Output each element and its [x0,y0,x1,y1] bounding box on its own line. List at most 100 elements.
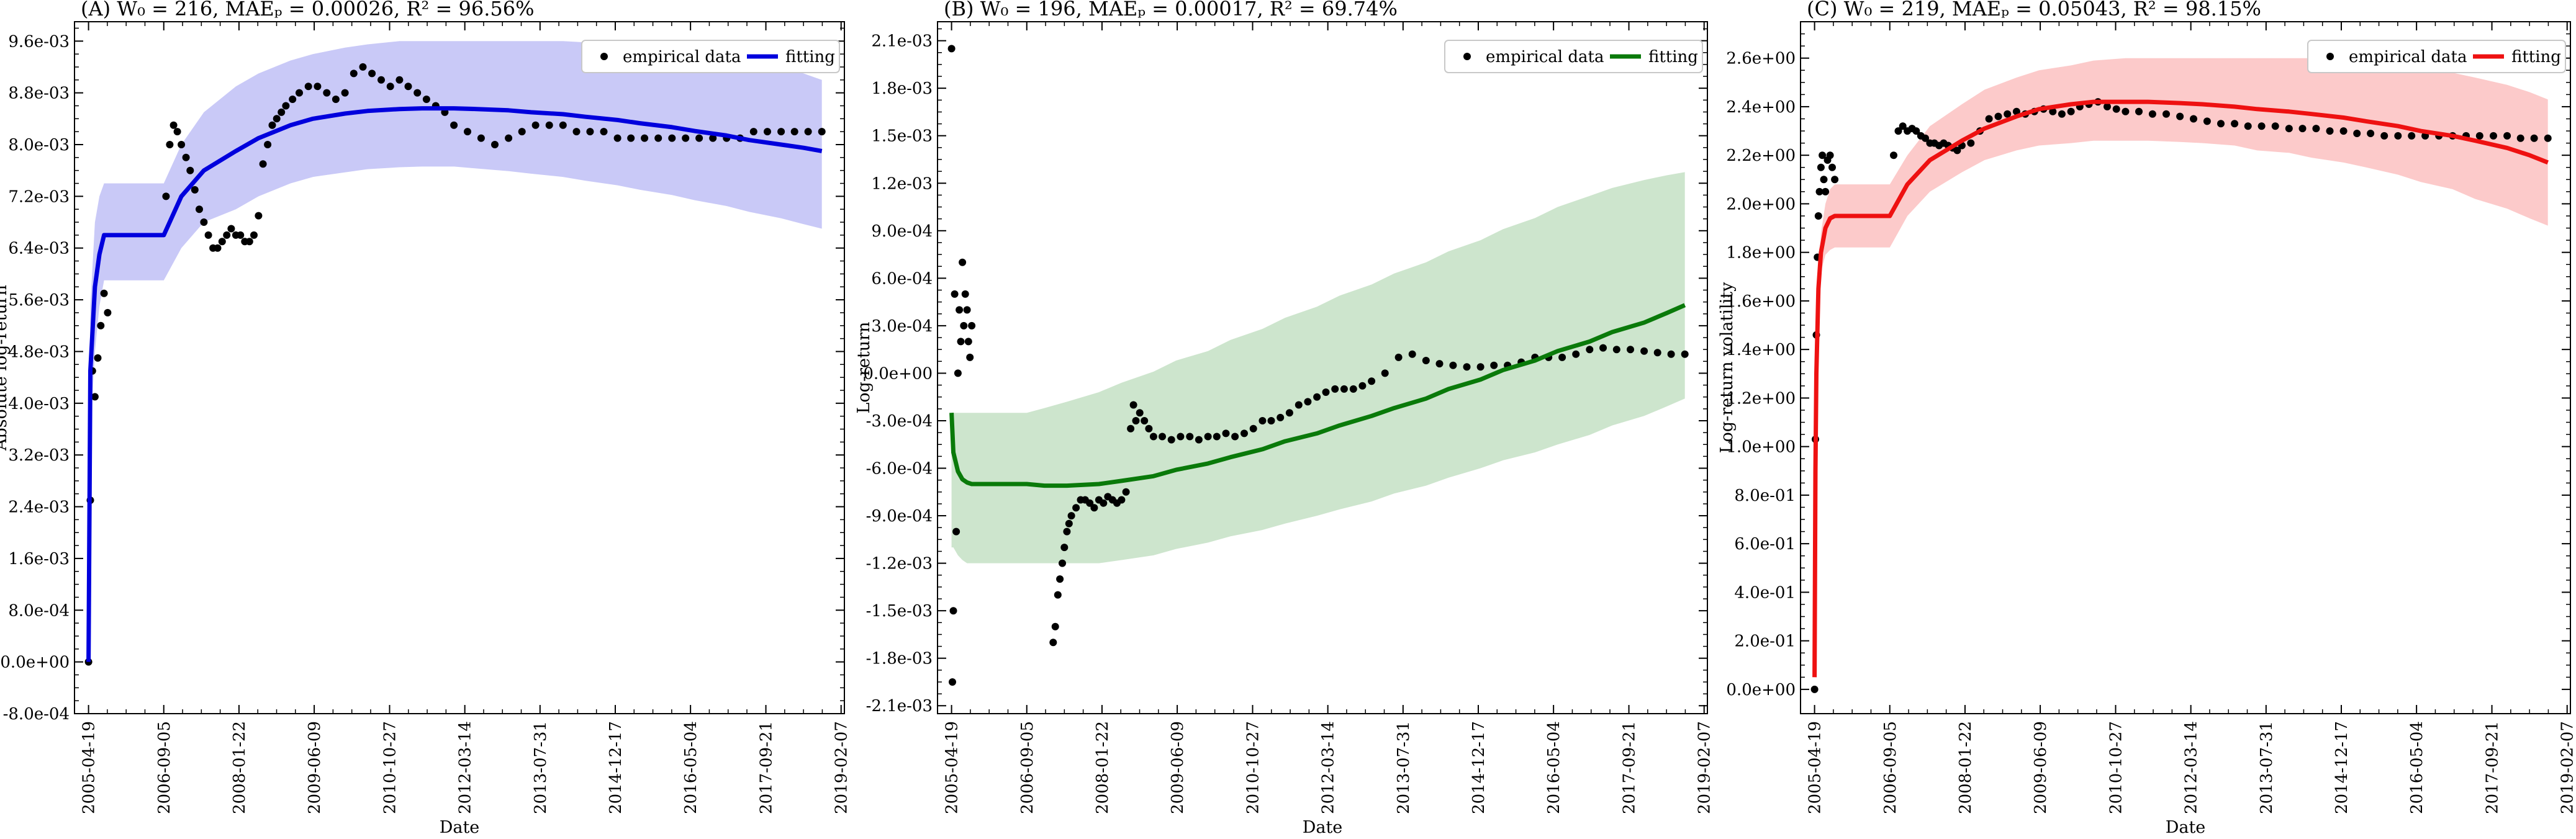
data-point [1241,429,1248,437]
plot-frame [1800,21,2571,714]
fit-line [1812,99,2549,678]
data-point [600,128,608,136]
legend: empirical data fitting [2307,40,2566,73]
y-tick-label: 2.4e+00 [1726,98,1796,117]
data-point [1222,429,1230,437]
y-tick-label: 0.0e+00 [1726,681,1796,699]
legend-marker-empirical [2326,53,2334,60]
data-point [2544,134,2552,142]
y-tick-label: -6.0e-04 [866,460,933,478]
panel-title: (C) W₀ = 219, MAEₚ = 0.05043, R² = 98.15… [1807,0,2261,20]
legend-box [581,40,840,73]
data-point [531,121,540,129]
data-point [949,607,957,615]
y-axis-title: Log-return volatility [1717,282,1737,453]
x-tick-label: 2008-01-22 [1956,721,1975,814]
data-point [1558,353,1566,361]
x-tick-label: 2016-05-04 [1545,721,1563,814]
y-tick-label: 9.6e-03 [8,32,70,51]
x-tick-label: 2005-04-19 [80,721,99,814]
data-point [777,128,785,136]
data-point [709,134,717,142]
data-point [2353,130,2361,137]
data-point [1612,346,1620,354]
data-point [1132,417,1140,424]
data-point [1985,115,1993,123]
data-point [404,83,412,91]
y-tick-label: 3.0e-04 [871,317,933,336]
y-tick-label: -2.1e-03 [866,697,933,716]
y-tick-label: 4.0e-03 [8,395,70,413]
data-point [668,134,676,142]
data-point [191,186,199,194]
y-tick-label: 8.0e-04 [8,601,70,620]
data-point [332,96,340,103]
data-point [97,321,105,330]
data-point [1186,433,1194,441]
x-tick-label: 2016-05-04 [682,721,700,814]
x-tick-label: 2009-06-09 [1168,721,1187,814]
x-tick-label: 2013-07-31 [531,721,550,814]
y-tick-label: -1.5e-03 [866,602,933,621]
y-tick-label: 7.2e-03 [8,187,70,206]
legend-marker-empirical [1463,53,1471,60]
data-point [1331,385,1339,393]
y-tick-label: 2.0e-01 [1734,632,1796,651]
data-point [952,527,960,536]
data-point [2244,122,2252,130]
chart-panel-1: -2.1e-03 -1.8e-03 -1.5e-03 -1.2e-03 -9.0e-04… [854,0,1714,837]
data-point [1422,357,1430,364]
data-point [289,96,297,103]
data-point [1681,350,1689,358]
data-point [255,212,263,220]
data-point [1408,350,1416,358]
data-point [1490,361,1498,369]
data-point [91,393,99,401]
fit-line [949,303,1686,488]
y-tick-label: 0.0e+00 [0,653,70,672]
data-point [2380,132,2388,140]
data-point [477,134,485,142]
data-point [2312,125,2320,133]
plot-frame [74,21,845,714]
y-tick-label: 9.0e-04 [871,222,933,241]
x-tick-label: 2014-12-17 [2333,721,2351,814]
data-point [1051,622,1059,630]
data-point [2475,132,2483,140]
data-point [1213,433,1221,441]
data-point [968,321,976,330]
x-tick-label: 2006-09-05 [155,721,174,814]
data-point [1435,360,1444,368]
x-tick-label: 2017-09-21 [1620,721,1639,814]
data-point [1231,433,1239,441]
data-point [1267,417,1275,424]
data-point [237,231,245,239]
data-point [2271,122,2279,130]
data-point [1922,134,1929,142]
y-tick-label: 2.2e+00 [1726,146,1796,165]
data-point [1249,424,1257,433]
data-point [1899,122,1907,130]
x-tick-label: 2008-01-22 [1093,721,1112,814]
data-point [957,338,965,346]
data-point [951,290,959,298]
data-point [268,121,276,129]
x-tick-label: 2006-09-05 [1881,721,1900,814]
data-point [1449,361,1457,369]
data-point [2298,125,2307,133]
data-point [2203,117,2211,125]
x-tick-label: 2016-05-04 [2408,721,2426,814]
legend-marker-empirical [600,53,608,60]
legend-box [2307,40,2566,73]
data-point [2516,134,2524,142]
x-tick-label: 2008-01-22 [230,721,249,814]
data-point [323,89,331,97]
data-point [2326,127,2334,135]
data-point [377,76,385,84]
data-point [1149,433,1157,441]
data-point [2190,115,2197,123]
data-point [1912,127,1920,135]
data-point [961,290,969,298]
data-point [749,128,757,136]
data-point [2176,112,2184,120]
